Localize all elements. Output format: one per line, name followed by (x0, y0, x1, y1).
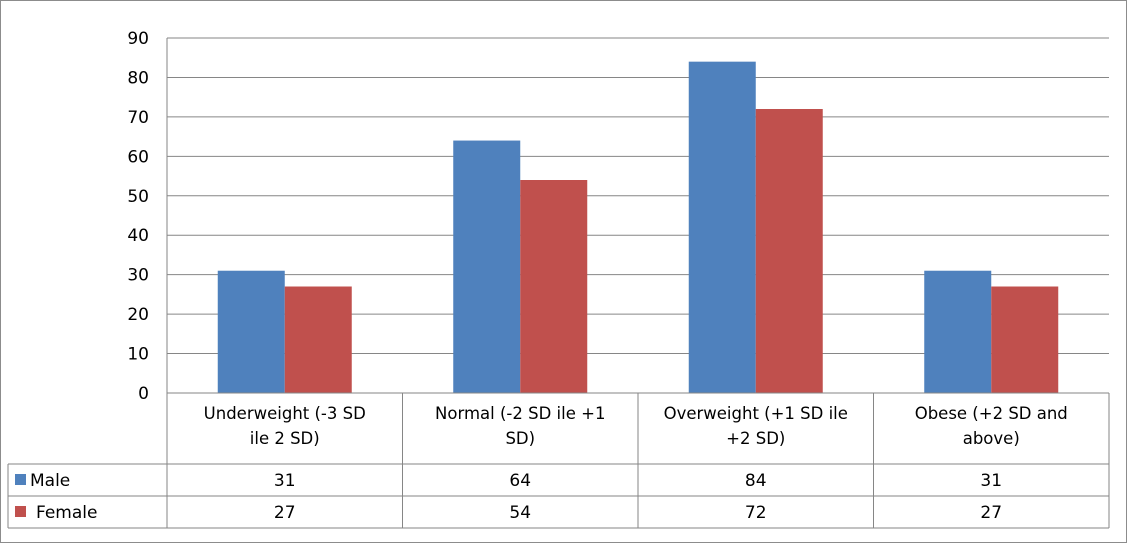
y-axis: 0 10 20 30 40 50 60 70 80 90 (127, 29, 149, 404)
y-tick-label: 30 (127, 266, 149, 286)
y-tick-label: 40 (127, 226, 149, 246)
data-table-value: 27 (980, 503, 1002, 523)
y-tick-label: 50 (127, 187, 149, 207)
category-label: Overweight (+1 SD ile (664, 404, 848, 423)
data-table-value: 27 (274, 503, 296, 523)
bar-female (755, 109, 823, 393)
data-table-value: 31 (274, 471, 296, 491)
y-tick-label: 70 (127, 108, 149, 128)
y-tick-label: 20 (127, 305, 149, 325)
category-label: above) (963, 429, 1020, 448)
data-table: Underweight (-3 SD ile 2 SD) Normal (-2 SD… (7, 38, 1110, 529)
bar-female (284, 286, 352, 393)
category-label: ile 2 SD) (250, 429, 320, 448)
data-table-value: 84 (745, 471, 767, 491)
category-label: SD) (505, 429, 535, 448)
legend-label-female: Female (36, 503, 97, 523)
bar-male (453, 140, 521, 393)
data-table-value: 31 (980, 471, 1002, 491)
data-table-value: 54 (509, 503, 531, 523)
category-label: Normal (-2 SD ile +1 (435, 404, 605, 423)
category-label: Underweight (-3 SD (204, 404, 366, 423)
legend-swatch-female (15, 506, 26, 517)
y-tick-label: 90 (127, 29, 149, 49)
data-table-value: 64 (509, 471, 531, 491)
y-tick-label: 80 (127, 68, 149, 88)
legend-swatch-male (15, 474, 26, 485)
bar-female (991, 286, 1059, 393)
bar-male (217, 270, 285, 393)
bar-male (688, 61, 756, 394)
category-label: +2 SD) (726, 429, 785, 448)
data-table-value: 72 (745, 503, 767, 523)
y-tick-label: 60 (127, 147, 149, 167)
legend-label-male: Male (30, 471, 70, 491)
bars (217, 61, 1059, 394)
bar-female (520, 180, 588, 393)
category-label: Obese (+2 SD and (915, 404, 1068, 423)
y-tick-label: 0 (138, 384, 149, 404)
bar-male (924, 270, 992, 393)
y-tick-label: 10 (127, 345, 149, 365)
